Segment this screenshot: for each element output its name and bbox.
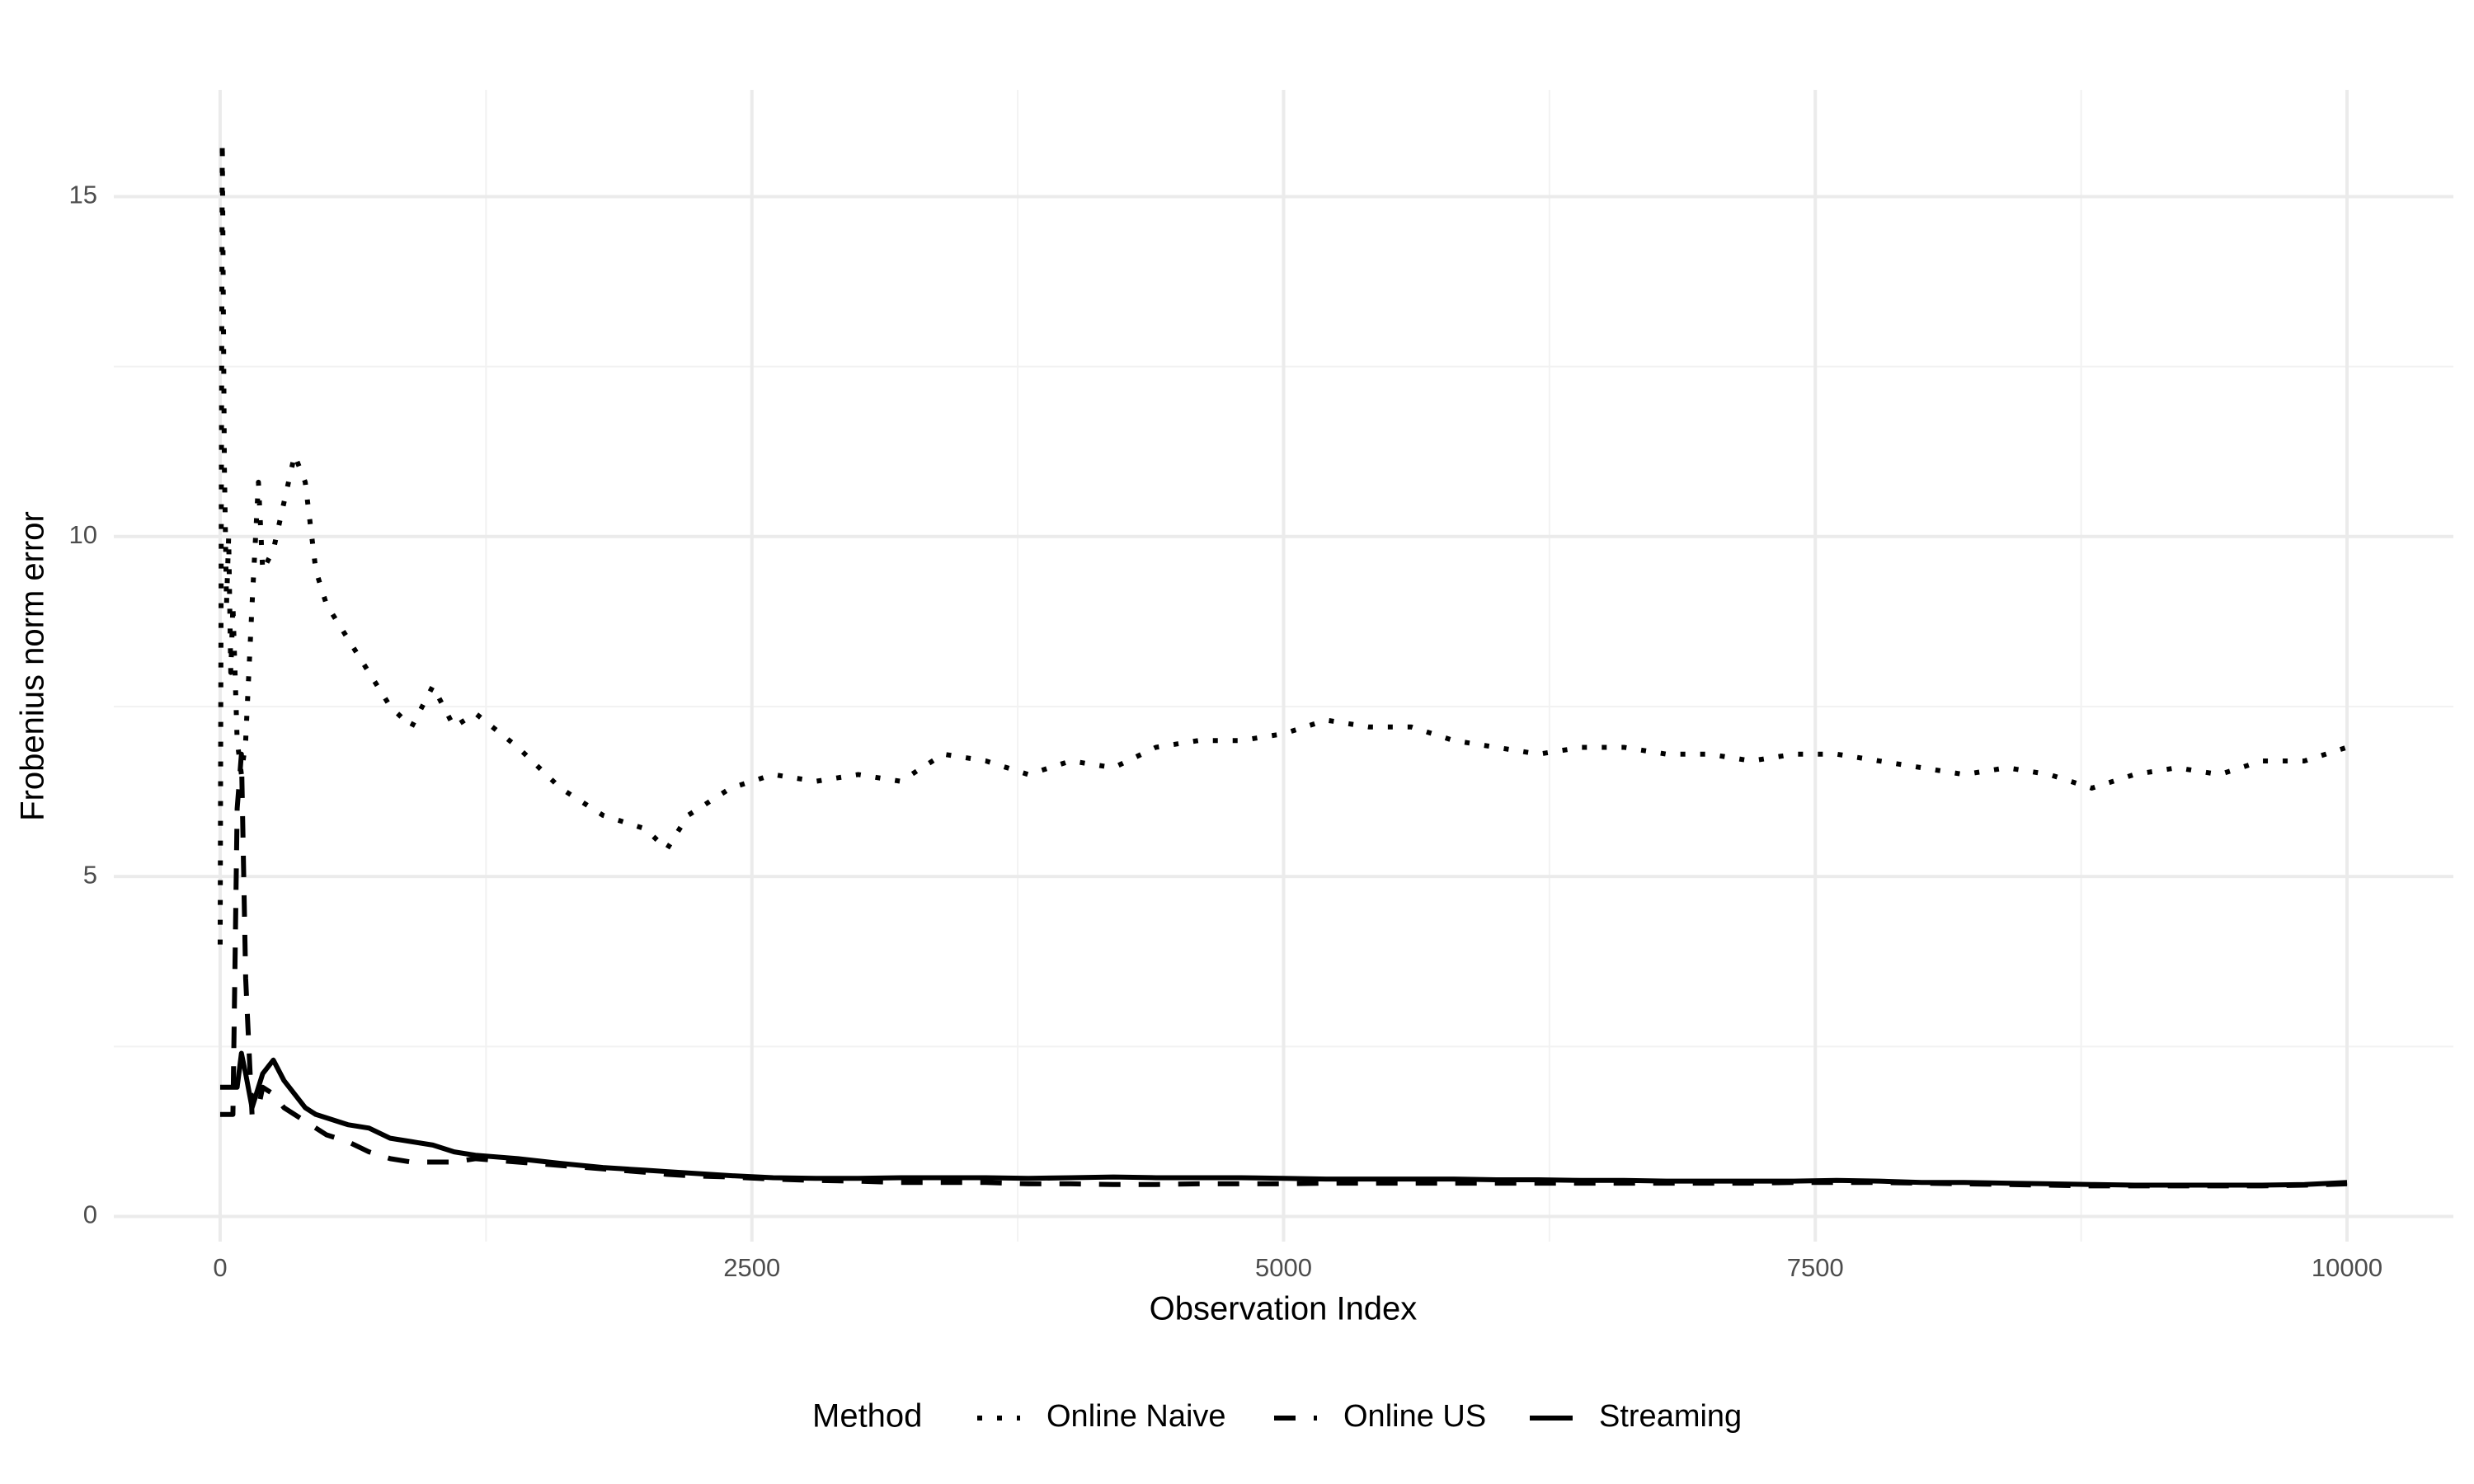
x-axis-title: Observation Index (1150, 1291, 1418, 1327)
legend-label: Online US (1343, 1399, 1486, 1434)
series-line (219, 1050, 2348, 1188)
legend-label: Streaming (1599, 1399, 1742, 1434)
series-line (217, 139, 2348, 945)
x-tick-label: 7500 (1787, 1253, 1844, 1282)
x-tick-label: 5000 (1255, 1253, 1312, 1282)
legend-label: Online Naive (1047, 1399, 1226, 1434)
y-tick-label: 5 (83, 860, 97, 889)
legend-title: Method (812, 1398, 922, 1435)
y-tick-label: 0 (83, 1200, 97, 1229)
y-axis-title: Frobenius norm error (15, 511, 51, 821)
x-tick-label: 10000 (2312, 1253, 2382, 1282)
x-tick-label: 0 (213, 1253, 227, 1282)
series-line (219, 751, 2348, 1189)
y-tick-label: 15 (69, 181, 97, 209)
y-tick-label: 10 (69, 520, 97, 549)
x-tick-label: 2500 (723, 1253, 780, 1282)
